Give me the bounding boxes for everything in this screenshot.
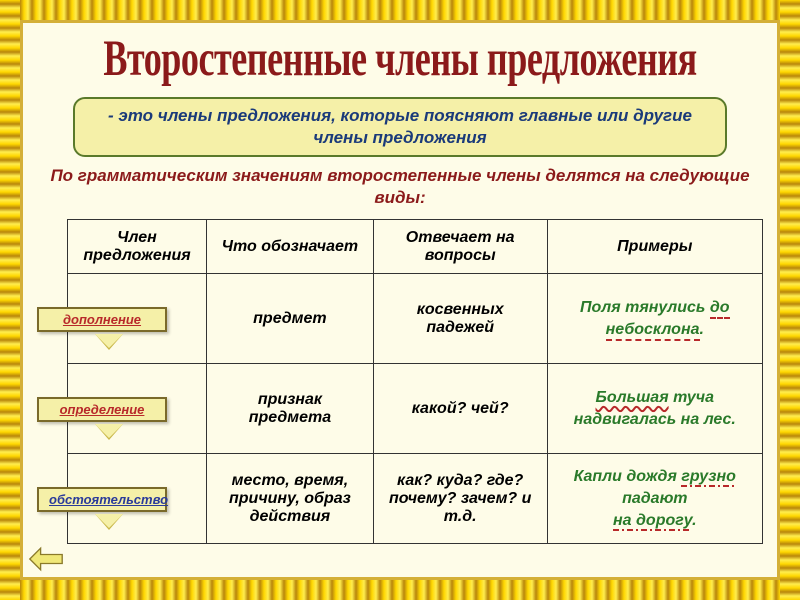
table-header-row: Член предложения Что обозначает Отвечает… <box>68 220 763 274</box>
grammar-table: Член предложения Что обозначает Отвечает… <box>67 219 763 544</box>
cell-meaning: признак предмета <box>207 364 374 454</box>
example-text: Капли дождя <box>574 468 682 485</box>
border-left <box>0 0 20 600</box>
th-examples: Примеры <box>547 220 762 274</box>
example-text: падают <box>622 490 687 507</box>
cell-example: Большая туча надвигалась на лес. <box>547 364 762 454</box>
tag-obstoyatelstvo[interactable]: обстоятельство <box>37 487 167 512</box>
content-panel: Второстепенные члены предложения - это ч… <box>20 20 780 580</box>
tag-label: определение <box>60 402 145 417</box>
table-wrap: дополнение определение обстоятельство Чл… <box>67 219 763 544</box>
cell-meaning: место, время, причину, образ действия <box>207 454 374 544</box>
th-member: Член предложения <box>68 220 207 274</box>
cell-questions: как? куда? где? почему? зачем? и т.д. <box>373 454 547 544</box>
cell-example: Капли дождя грузно падают на дорогу. <box>547 454 762 544</box>
tag-opredelenie[interactable]: определение <box>37 397 167 422</box>
table-row: место, время, причину, образ действия ка… <box>68 454 763 544</box>
th-questions: Отвечает на вопросы <box>373 220 547 274</box>
arrow-icon <box>95 514 123 530</box>
border-top <box>0 0 800 20</box>
border-right <box>780 0 800 600</box>
th-meaning: Что обозначает <box>207 220 374 274</box>
example-underlined: Большая <box>596 389 669 406</box>
tag-label: дополнение <box>63 312 141 327</box>
subtitle: По грамматическим значениям второстепенн… <box>37 165 763 209</box>
back-button[interactable] <box>28 546 64 572</box>
example-text: . <box>700 321 704 338</box>
example-text: Поля тянулись <box>580 299 705 316</box>
example-text: . <box>692 512 696 529</box>
cell-meaning: предмет <box>207 274 374 364</box>
cell-questions: какой? чей? <box>373 364 547 454</box>
example-underlined: на дорогу <box>613 512 692 531</box>
tag-dopolnenie[interactable]: дополнение <box>37 307 167 332</box>
tag-label: обстоятельство <box>49 492 168 507</box>
table-row: признак предмета какой? чей? Большая туч… <box>68 364 763 454</box>
definition-box: - это члены предложения, которые поясняю… <box>73 97 726 157</box>
cell-example: Поля тянулись до небосклона. <box>547 274 762 364</box>
table-row: предмет косвенных падежей Поля тянулись … <box>68 274 763 364</box>
cell-questions: косвенных падежей <box>373 274 547 364</box>
arrow-icon <box>95 424 123 440</box>
page-title: Второстепенные члены предложения <box>55 29 745 88</box>
back-arrow-icon <box>28 546 64 572</box>
arrow-icon <box>95 334 123 350</box>
example-underlined: грузно <box>681 468 736 487</box>
border-bottom <box>0 580 800 600</box>
